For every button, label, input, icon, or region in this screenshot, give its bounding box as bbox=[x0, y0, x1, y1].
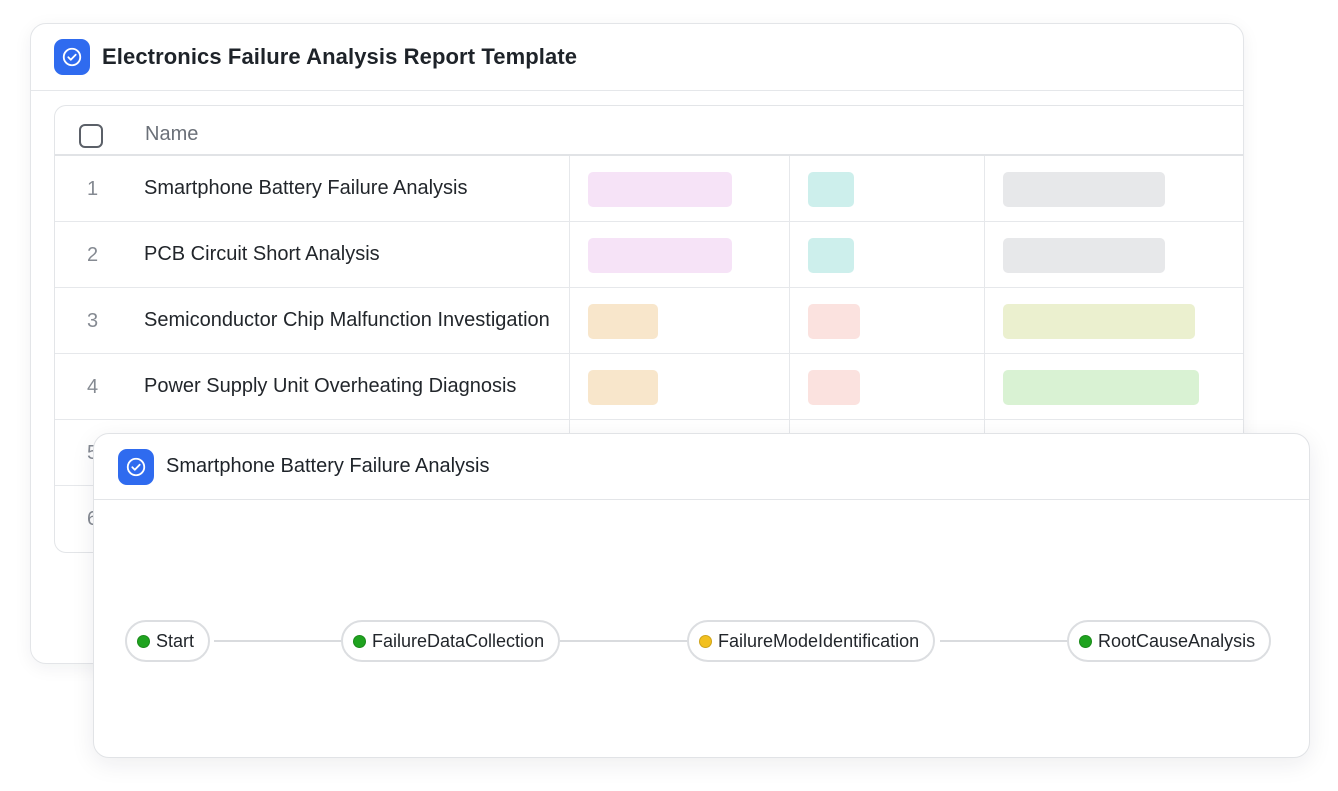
tag-pill[interactable] bbox=[588, 304, 658, 339]
tag-pill[interactable] bbox=[1003, 370, 1199, 405]
workflow-node-root-cause-analysis[interactable]: RootCauseAnalysis bbox=[1067, 620, 1272, 662]
node-label: FailureModeIdentification bbox=[718, 630, 920, 651]
node-label: RootCauseAnalysis bbox=[1098, 630, 1256, 651]
report-header: Electronics Failure Analysis Report Temp… bbox=[31, 24, 1243, 91]
row-number: 5 bbox=[87, 442, 98, 465]
select-all-checkbox[interactable] bbox=[79, 124, 103, 148]
row-name[interactable]: Smartphone Battery Failure Analysis bbox=[144, 177, 468, 199]
connector-line bbox=[940, 640, 1070, 642]
connector-line bbox=[214, 640, 344, 642]
row-name[interactable]: PCB Circuit Short Analysis bbox=[144, 243, 380, 265]
tag-pill[interactable] bbox=[808, 172, 854, 207]
status-dot bbox=[137, 634, 150, 648]
row-number: 6 bbox=[87, 508, 98, 531]
row-name[interactable]: Semiconductor Chip Malfunction Investiga… bbox=[144, 309, 550, 331]
table-row[interactable]: 2 PCB Circuit Short Analysis bbox=[55, 222, 1243, 288]
row-number: 4 bbox=[87, 376, 99, 398]
check-circle-icon bbox=[118, 448, 154, 485]
workflow-node-failure-mode-identification[interactable]: FailureModeIdentification bbox=[687, 620, 936, 662]
status-dot bbox=[353, 634, 366, 648]
page-title: Electronics Failure Analysis Report Temp… bbox=[102, 44, 578, 69]
node-label: Start bbox=[156, 630, 195, 651]
node-label: FailureDataCollection bbox=[372, 630, 545, 651]
table-row[interactable]: 4 Power Supply Unit Overheating Diagnosi… bbox=[55, 354, 1243, 420]
row-number: 1 bbox=[87, 178, 99, 200]
row-number: 3 bbox=[87, 310, 99, 332]
table-row[interactable]: 1 Smartphone Battery Failure Analysis bbox=[55, 156, 1243, 222]
column-header-name[interactable]: Name bbox=[145, 123, 199, 145]
status-dot bbox=[699, 634, 712, 648]
tag-pill[interactable] bbox=[1003, 238, 1165, 273]
tag-pill[interactable] bbox=[588, 370, 658, 405]
table-row[interactable]: 6 bbox=[55, 486, 1243, 552]
connector-line bbox=[560, 640, 690, 642]
tag-pill[interactable] bbox=[808, 304, 860, 339]
table-header: Name bbox=[55, 106, 1243, 156]
row-name[interactable]: Power Supply Unit Overheating Diagnosis bbox=[144, 375, 517, 397]
tag-pill[interactable] bbox=[808, 370, 860, 405]
workflow-title: Smartphone Battery Failure Analysis bbox=[166, 455, 490, 477]
workflow-header: Smartphone Battery Failure Analysis bbox=[94, 434, 1309, 500]
tag-pill[interactable] bbox=[1003, 304, 1195, 339]
tag-pill[interactable] bbox=[1003, 172, 1165, 207]
tag-pill[interactable] bbox=[588, 172, 732, 207]
tag-pill[interactable] bbox=[808, 238, 854, 273]
table-row[interactable]: 3 Semiconductor Chip Malfunction Investi… bbox=[55, 288, 1243, 354]
workflow-node-failure-data-collection[interactable]: FailureDataCollection bbox=[341, 620, 561, 662]
status-dot bbox=[1079, 634, 1092, 648]
check-circle-icon bbox=[54, 39, 90, 75]
workflow-node-start[interactable]: Start bbox=[125, 620, 211, 662]
row-number: 2 bbox=[87, 244, 99, 266]
workflow-card: Smartphone Battery Failure Analysis Star… bbox=[93, 433, 1310, 758]
tag-pill[interactable] bbox=[588, 238, 732, 273]
